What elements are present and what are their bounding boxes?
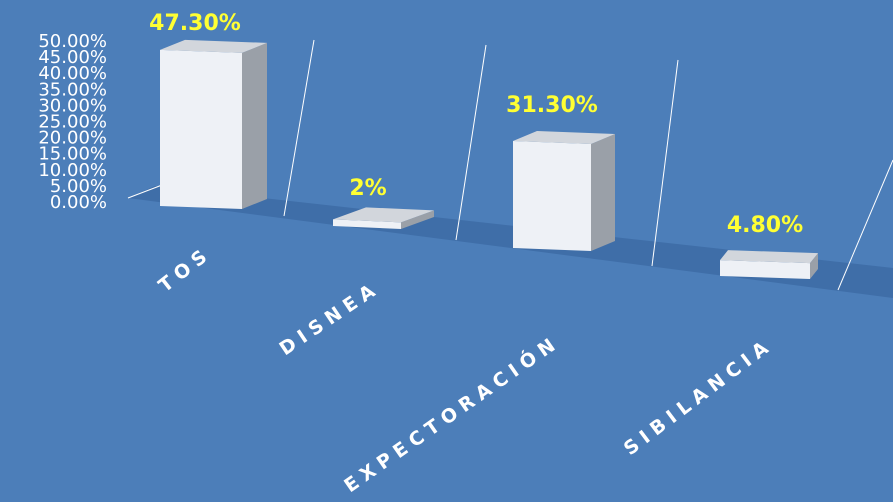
y-tick-label: 35.00% — [38, 79, 107, 100]
x-label-sibilancia: SIBILANCIA — [620, 334, 778, 460]
bar-sibilancia — [720, 260, 810, 279]
category-divider — [455, 44, 487, 241]
y-tick-label: 40.00% — [38, 63, 107, 84]
data-label-sibilancia: 4.80% — [727, 213, 803, 238]
x-label-disnea: DISNEA — [275, 277, 384, 360]
bar-top-tos — [160, 39, 267, 53]
y-tick-label: 10.00% — [38, 160, 107, 181]
category-divider — [651, 59, 679, 267]
bars — [160, 39, 818, 279]
bar-top-sibilancia — [720, 250, 818, 264]
data-label-disnea: 2% — [349, 176, 386, 201]
bar-side-tos — [242, 42, 267, 209]
category-divider — [837, 159, 893, 291]
chart-floor — [128, 186, 893, 298]
data-label-tos: 47.30% — [149, 11, 241, 36]
y-tick-label: 25.00% — [38, 112, 107, 133]
bar-top-expectoracion — [513, 130, 615, 144]
y-tick-label: 5.00% — [50, 176, 107, 197]
bar-disnea — [333, 219, 401, 229]
bar-side-expectoracion — [591, 133, 615, 251]
bar-expectoracion — [513, 140, 591, 251]
x-label-tos: TOS — [155, 242, 216, 297]
y-tick-label: 50.00% — [38, 31, 107, 52]
data-labels: 47.30% 2% 31.30% 4.80% — [149, 11, 803, 238]
y-tick-label: 30.00% — [38, 95, 107, 116]
y-tick-label: 20.00% — [38, 128, 107, 149]
data-label-expectoracion: 31.30% — [506, 93, 598, 118]
y-tick-label: 45.00% — [38, 47, 107, 68]
y-tick-label: 15.00% — [38, 144, 107, 165]
bar-tos — [160, 49, 242, 209]
bar-side-disnea — [401, 210, 434, 229]
y-axis: 0.00%5.00%10.00%15.00%20.00%25.00%30.00%… — [38, 31, 107, 213]
bar-top-disnea — [333, 207, 434, 223]
y-tick-label: 0.00% — [50, 192, 107, 213]
bar-side-sibilancia — [810, 253, 818, 279]
x-label-expectoracion: EXPECTORACIÓN — [339, 329, 564, 497]
category-divider — [283, 39, 315, 217]
category-dividers — [127, 39, 893, 291]
